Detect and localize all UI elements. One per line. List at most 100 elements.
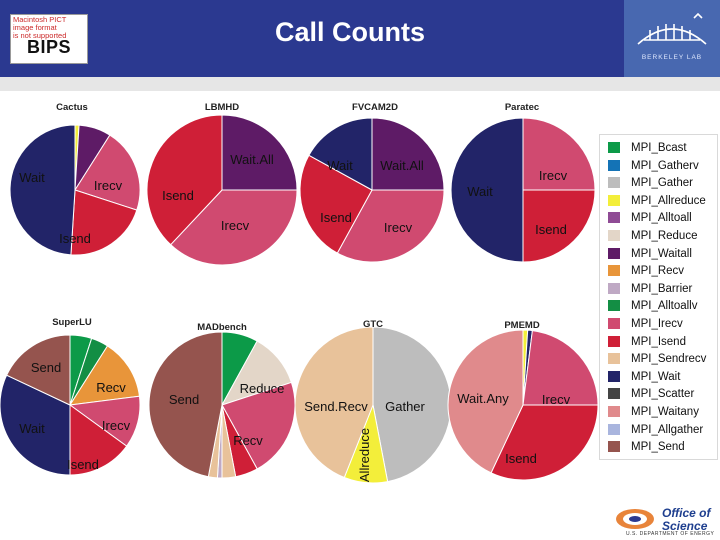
pie-slice-pmemd-mpi-isend-3	[490, 404, 599, 481]
legend-label: MPI_Isend	[631, 335, 686, 348]
legend-swatch	[608, 406, 620, 417]
bips-logo: Macintosh PICT image format is not suppo…	[10, 14, 88, 64]
pie-label-gtc-gather: Gather	[385, 399, 425, 414]
pie-label-superlu-recv: Recv	[96, 380, 126, 395]
pie-label-lbmhd-irecv: Irecv	[221, 218, 250, 233]
page-title: Call Counts	[274, 17, 425, 47]
footer-line-2: Science	[662, 519, 708, 533]
legend-swatch	[608, 194, 620, 206]
legend-swatch	[608, 441, 620, 453]
pie-label-cactus-isend: Isend	[59, 231, 91, 246]
pie-slice-cactus-mpi-isend-3	[70, 189, 138, 256]
lab-caption: BERKELEY LAB	[641, 54, 703, 61]
legend-label: MPI_Allreduce	[631, 194, 706, 207]
legend-swatch	[608, 265, 620, 277]
pie-slice-pmemd-mpi-waitany-4	[447, 329, 524, 474]
legend-swatch	[608, 370, 620, 382]
logo-note-line-1: Macintosh PICT	[13, 15, 67, 24]
pie-label-paratec-wait: Wait	[467, 184, 493, 199]
pie-chart-fvcam2d: FVCAM2D Wait.All Irecv Isend Wait	[299, 102, 445, 263]
legend-label: MPI_Bcast	[631, 142, 687, 154]
legend-swatch	[608, 282, 620, 294]
pie-label-cactus-wait: Wait	[19, 170, 45, 185]
legend: MPI_Bcast MPI_Gatherv MPI_Gather MPI_Allred…	[599, 134, 718, 460]
pie-slice-fvcam2d-mpi-waitall-0	[371, 117, 445, 191]
pie-title-superlu: SuperLU	[52, 317, 92, 328]
pie-slice-paratec-mpi-wait-2	[450, 117, 524, 263]
legend-swatch	[608, 212, 620, 224]
pie-slice-lbmhd-mpi-waitall-0	[221, 114, 298, 191]
pie-chart-lbmhd: LBMHD Wait.All Irecv Isend	[146, 102, 298, 266]
pie-label-fvcam2d-irecv: Irecv	[384, 220, 413, 235]
pie-label-pmemd-wait-any: Wait.Any	[457, 391, 509, 406]
pie-chart-paratec: Paratec Irecv Isend Wait	[450, 102, 596, 263]
legend-swatch	[608, 177, 620, 189]
pie-chart-gtc: GTC Gather Allreduce Send.Recv	[294, 319, 452, 484]
pie-chart-superlu: SuperLU Recv Irecv Isend Wait Send	[0, 317, 141, 476]
legend-swatch	[608, 142, 620, 153]
berkeley-lab-logo: BERKELEY LAB	[624, 0, 720, 77]
legend-label: MPI_Scatter	[631, 388, 695, 401]
pie-label-gtc-send-recv: Send.Recv	[304, 399, 368, 414]
legend-swatch	[608, 423, 620, 435]
pie-chart-pmemd: PMEMD Irecv Isend Wait.Any	[447, 320, 599, 481]
pie-label-madbench-reduce: Reduce	[240, 381, 285, 396]
office-of-science-logo: Office of Science U.S. DEPARTMENT OF ENE…	[612, 503, 718, 539]
pie-title-pmemd: PMEMD	[504, 320, 540, 331]
pie-slice-superlu-mpi-wait-5	[0, 374, 71, 476]
pie-title-gtc: GTC	[363, 319, 383, 330]
header-underband	[0, 77, 720, 91]
pie-label-lbmhd-wait-all: Wait.All	[230, 152, 274, 167]
legend-label: MPI_Alltoall	[631, 212, 692, 225]
pie-label-madbench-send: Send	[169, 392, 199, 407]
legend-label: MPI_Reduce	[631, 230, 698, 242]
legend-swatch	[608, 335, 620, 347]
legend-swatch	[608, 318, 620, 329]
pie-slice-gtc-mpi-sendrecv-2	[294, 326, 374, 479]
pie-slice-fvcam2d-mpi-wait-3	[308, 117, 373, 191]
legend-label: MPI_Waitany	[631, 406, 699, 418]
pie-label-lbmhd-isend: Isend	[162, 188, 194, 203]
legend-swatch	[608, 247, 620, 259]
pie-title-fvcam2d: FVCAM2D	[352, 102, 398, 113]
footer-line-3: U.S. DEPARTMENT OF ENERGY	[626, 531, 715, 537]
doe-swirl-icon	[616, 509, 654, 529]
pie-slice-superlu-mpi-recv-2	[69, 345, 141, 406]
pie-title-lbmhd: LBMHD	[205, 102, 239, 113]
lab-building-icon	[637, 12, 707, 45]
legend-label: MPI_Send	[631, 441, 685, 454]
pie-label-cactus-irecv: Irecv	[94, 178, 123, 193]
pie-label-paratec-isend: Isend	[535, 222, 567, 237]
legend-label: MPI_Waitall	[631, 247, 692, 260]
logo-note-line-3: is not supported	[13, 31, 67, 40]
pie-title-madbench: MADbench	[197, 322, 247, 333]
legend-swatch	[608, 230, 620, 241]
pie-chart-madbench: MADbench Reduce Recv Send	[148, 322, 296, 479]
pie-slice-lbmhd-mpi-irecv-1	[169, 189, 298, 266]
pie-label-fvcam2d-isend: Isend	[320, 210, 352, 225]
legend-label: MPI_Allgather	[631, 423, 704, 436]
pie-slice-cactus-mpi-wait-4	[9, 124, 76, 256]
pie-label-madbench-recv: Recv	[233, 433, 263, 448]
legend-swatch	[608, 300, 620, 312]
pie-slice-cactus-mpi-irecv-2	[74, 134, 141, 211]
pie-label-pmemd-irecv: Irecv	[542, 392, 571, 407]
pie-slice-fvcam2d-mpi-isend-2	[299, 154, 373, 254]
legend-swatch	[608, 388, 620, 400]
legend-label: MPI_Wait	[631, 370, 681, 383]
pie-label-fvcam2d-wait: Wait	[327, 158, 353, 173]
footer-line-1: Office of	[662, 506, 711, 520]
pie-title-cactus: Cactus	[56, 102, 88, 113]
pie-label-superlu-send: Send	[31, 360, 61, 375]
pie-chart-cactus: Cactus Irecv Isend Wait	[9, 102, 141, 256]
legend-label: MPI_Recv	[631, 265, 685, 278]
pie-title-paratec: Paratec	[505, 102, 539, 113]
pie-label-paratec-irecv: Irecv	[539, 168, 568, 183]
logo-text: BIPS	[27, 37, 72, 57]
pie-slice-lbmhd-mpi-isend-2	[146, 114, 223, 246]
header-bar: Macintosh PICT image format is not suppo…	[0, 0, 720, 77]
pie-label-superlu-irecv: Irecv	[102, 418, 131, 433]
pie-label-superlu-wait: Wait	[19, 421, 45, 436]
legend-label: MPI_Irecv	[631, 318, 683, 330]
